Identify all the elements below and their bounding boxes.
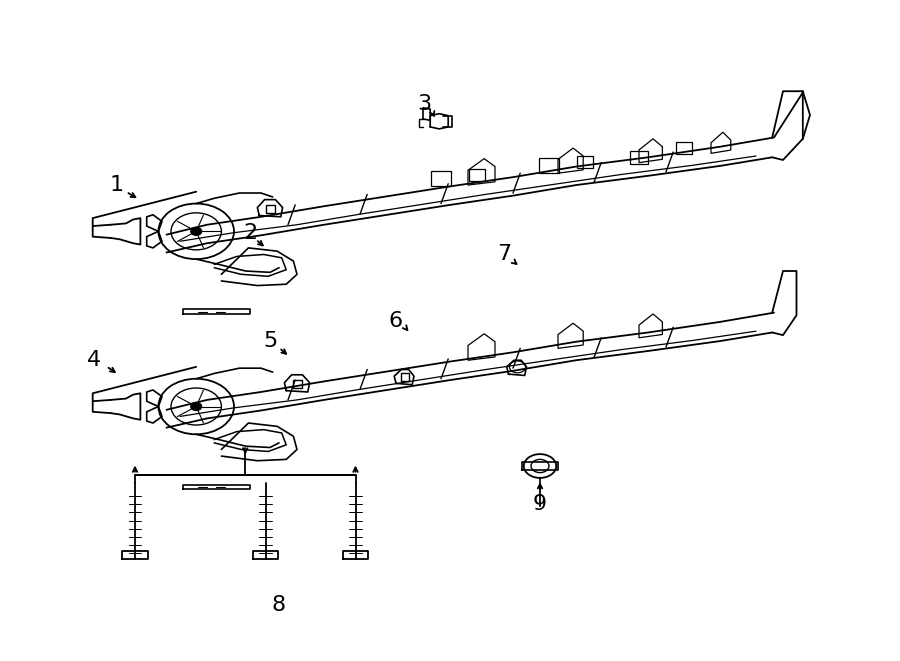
Bar: [469, 169, 485, 181]
Circle shape: [191, 403, 202, 410]
Text: 8: 8: [272, 595, 286, 615]
Bar: [577, 156, 593, 168]
Text: 7: 7: [497, 245, 511, 264]
Text: 9: 9: [533, 494, 547, 514]
Text: 3: 3: [418, 95, 432, 114]
Text: 5: 5: [263, 331, 277, 351]
Bar: [630, 151, 648, 164]
Bar: [676, 142, 692, 154]
Circle shape: [191, 227, 202, 235]
Text: 2: 2: [243, 223, 257, 243]
Text: 6: 6: [389, 311, 403, 330]
Text: 4: 4: [87, 350, 102, 369]
Bar: [539, 158, 559, 173]
Text: 1: 1: [110, 175, 124, 195]
Bar: [431, 171, 451, 186]
